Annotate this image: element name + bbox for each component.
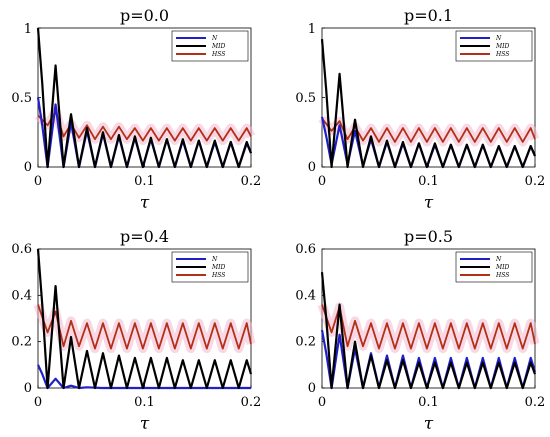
panel-p-0-5: p=0.5 0 0.2 0.4 0.6 0 0.1 0.2 τ N MID HS… [295, 227, 545, 434]
x-axis-label: τ [424, 193, 434, 213]
x-tick-label: 0.2 [241, 395, 262, 410]
x-axis-label: τ [140, 193, 150, 213]
legend-label-mid: MID [211, 264, 226, 271]
legend-label-mid: MID [495, 43, 510, 50]
x-tick-label: 0 [318, 395, 326, 410]
x-tick-label: 0.2 [241, 174, 262, 189]
legend: N MID HSS [171, 30, 249, 62]
legend: N MID HSS [455, 251, 533, 283]
x-tick-label: 0.1 [418, 174, 439, 189]
y-tick-label: 0.2 [11, 335, 32, 350]
legend-label-hss: HSS [495, 51, 509, 58]
chart-title: p=0.0 [120, 6, 169, 25]
series-line-mid [36, 27, 253, 169]
series-line-mid [320, 39, 537, 169]
legend-label-mid: MID [495, 264, 510, 271]
y-tick-label: 0.4 [295, 288, 316, 303]
y-tick-label: 1 [308, 22, 316, 37]
chart-title: p=0.4 [120, 227, 169, 246]
x-tick-label: 0 [34, 174, 42, 189]
x-axis-label: τ [424, 414, 434, 434]
y-tick-label: 0.6 [295, 242, 316, 257]
x-axis-label: τ [140, 414, 150, 434]
panel-p-0-0: p=0.0 0 0.5 1 0 0.1 0.2 τ N MID HSS [11, 6, 261, 213]
y-tick-label: 0.2 [295, 335, 316, 350]
legend: N MID HSS [455, 30, 533, 62]
x-tick-label: 0.1 [134, 174, 155, 189]
panel-p-0-1: p=0.1 0 0.5 1 0 0.1 0.2 τ N MID HSS [295, 6, 545, 213]
y-tick-label: 0 [308, 381, 316, 396]
legend-label-n: N [211, 256, 218, 263]
x-tick-label: 0 [318, 174, 326, 189]
series-line-hss [37, 304, 252, 350]
x-tick-label: 0.2 [525, 174, 546, 189]
y-tick-label: 0.4 [11, 288, 32, 303]
series-line-hss [321, 304, 536, 350]
legend-label-mid: MID [211, 43, 226, 50]
x-tick-label: 0.1 [134, 395, 155, 410]
y-tick-label: 0 [308, 160, 316, 175]
legend-label-hss: HSS [211, 272, 225, 279]
legend: N MID HSS [171, 251, 249, 283]
series-line-mid [320, 272, 537, 390]
x-tick-label: 0.2 [525, 395, 546, 410]
y-tick-label: 0 [24, 381, 32, 396]
legend-label-hss: HSS [495, 272, 509, 279]
y-tick-label: 0.6 [11, 242, 32, 257]
legend-label-hss: HSS [211, 51, 225, 58]
legend-label-n: N [495, 256, 502, 263]
x-tick-label: 0 [34, 395, 42, 410]
chart-title: p=0.5 [404, 227, 453, 246]
y-tick-label: 0 [24, 160, 32, 175]
series-layer [33, 27, 540, 390]
series-line-mid [36, 248, 253, 390]
y-tick-label: 0.5 [295, 91, 316, 106]
y-tick-label: 0.5 [11, 91, 32, 106]
y-tick-label: 1 [24, 22, 32, 37]
series-line-hss [37, 110, 252, 142]
chart-title: p=0.1 [404, 6, 453, 25]
panel-p-0-4: p=0.4 0 0.2 0.4 0.6 0 0.1 0.2 τ N MID HS… [11, 227, 261, 434]
series-line-hss [321, 117, 536, 143]
x-tick-label: 0.1 [418, 395, 439, 410]
legend-label-n: N [211, 35, 218, 42]
legend-label-n: N [495, 35, 502, 42]
legend-box [455, 30, 533, 62]
